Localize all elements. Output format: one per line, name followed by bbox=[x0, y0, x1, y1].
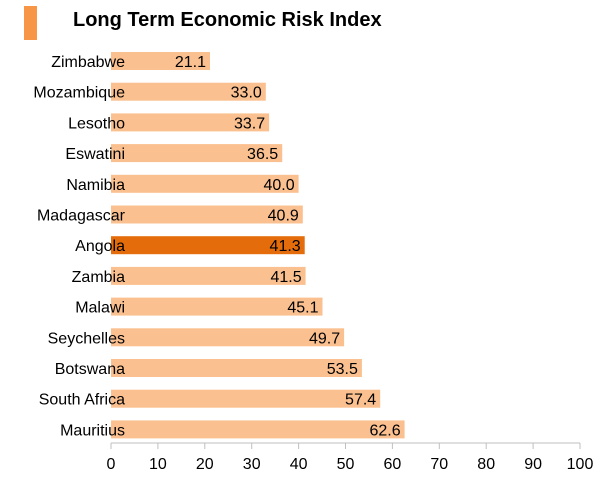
title-accent-bar bbox=[24, 6, 37, 40]
category-label-malawi: Malawi bbox=[75, 300, 125, 317]
x-tick-label-100: 100 bbox=[567, 456, 594, 473]
value-label-namibia: 40.0 bbox=[263, 177, 294, 194]
x-tick-label-60: 60 bbox=[384, 456, 402, 473]
category-label-south-africa: South Africa bbox=[39, 392, 125, 409]
value-label-malawi: 45.1 bbox=[287, 300, 318, 317]
value-label-botswana: 53.5 bbox=[327, 361, 358, 378]
category-label-madagascar: Madagascar bbox=[37, 208, 126, 225]
x-tick-label-70: 70 bbox=[430, 456, 448, 473]
value-label-south-africa: 57.4 bbox=[345, 392, 376, 409]
bar-eswatini bbox=[111, 144, 283, 163]
category-label-zambia: Zambia bbox=[72, 269, 125, 286]
category-label-namibia: Namibia bbox=[66, 177, 125, 194]
x-tick-label-40: 40 bbox=[290, 456, 308, 473]
bar-seychelles bbox=[111, 328, 345, 347]
value-label-lesotho: 33.7 bbox=[234, 115, 265, 132]
bar-madagascar bbox=[111, 205, 303, 224]
bar-south-africa bbox=[111, 389, 381, 408]
category-label-lesotho: Lesotho bbox=[68, 115, 125, 132]
category-label-botswana: Botswana bbox=[55, 361, 125, 378]
value-label-eswatini: 36.5 bbox=[247, 146, 278, 163]
category-label-eswatini: Eswatini bbox=[65, 146, 125, 163]
x-tick-label-30: 30 bbox=[243, 456, 261, 473]
value-label-madagascar: 40.9 bbox=[268, 208, 299, 225]
bar-botswana bbox=[111, 359, 362, 377]
value-label-zambia: 41.5 bbox=[270, 269, 301, 286]
bar-lesotho bbox=[111, 113, 270, 132]
value-label-angola: 41.3 bbox=[270, 238, 301, 255]
category-label-zimbabwe: Zimbabwe bbox=[51, 54, 125, 71]
category-label-mauritius: Mauritius bbox=[60, 422, 125, 439]
bar-malawi bbox=[111, 297, 323, 316]
chart-title: Long Term Economic Risk Index bbox=[73, 9, 382, 31]
x-axis: 0 10 20 30 40 50 60 70 80 90 100 bbox=[107, 442, 594, 473]
x-tick-label-0: 0 bbox=[107, 456, 116, 473]
x-tick-label-90: 90 bbox=[524, 456, 542, 473]
bar-namibia bbox=[111, 174, 299, 193]
x-tick-label-20: 20 bbox=[196, 456, 214, 473]
value-label-mauritius: 62.6 bbox=[369, 422, 400, 439]
x-tick-label-80: 80 bbox=[477, 456, 495, 473]
value-label-mozambique: 33.0 bbox=[231, 85, 262, 102]
category-label-mozambique: Mozambique bbox=[33, 85, 125, 102]
value-label-zimbabwe: 21.1 bbox=[175, 54, 206, 71]
bars-layer: Zimbabwe 21.1 Mozambique 33.0 Lesotho 33.7 Esw… bbox=[33, 52, 405, 439]
x-tick-label-10: 10 bbox=[149, 456, 167, 473]
bar-zambia bbox=[111, 266, 306, 285]
x-tick-label-50: 50 bbox=[337, 456, 355, 473]
category-label-seychelles: Seychelles bbox=[48, 330, 125, 347]
bar-zimbabwe bbox=[111, 52, 210, 70]
bar-angola bbox=[111, 236, 305, 255]
value-label-seychelles: 49.7 bbox=[309, 330, 340, 347]
category-label-angola: Angola bbox=[75, 238, 125, 255]
bar-mozambique bbox=[111, 82, 266, 101]
bar-mauritius bbox=[111, 420, 405, 439]
